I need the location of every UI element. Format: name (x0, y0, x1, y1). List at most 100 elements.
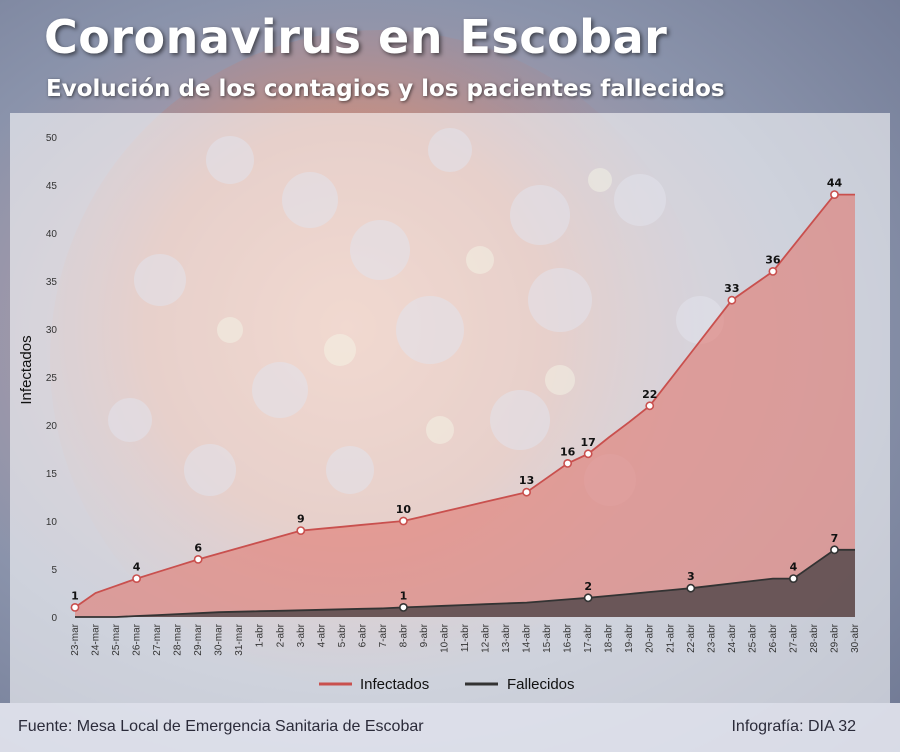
x-tick-24-mar: 24-mar (91, 623, 102, 655)
source-text: Fuente: Mesa Local de Emergencia Sanitar… (18, 718, 424, 735)
x-tick-5-abr: 5-abr (337, 623, 348, 647)
x-tick-26-abr: 26-abr (768, 623, 779, 653)
y-axis-label: Infectados (18, 335, 35, 404)
x-tick-15-abr: 15-abr (542, 623, 553, 653)
point-fallecidos-29-abr (830, 545, 839, 555)
y-tick-0: 0 (51, 613, 57, 624)
point-infectados-20-abr (645, 401, 655, 411)
y-tick-15: 15 (46, 469, 58, 480)
x-tick-13-abr: 13-abr (501, 623, 512, 653)
x-tick-31-mar: 31-mar (234, 623, 245, 655)
x-tick-24-abr: 24-abr (727, 623, 738, 653)
x-tick-26-mar: 26-mar (132, 623, 143, 655)
line-infectados (74, 193, 855, 609)
x-tick-27-abr: 27-abr (788, 623, 799, 653)
data-label-infectados-20-abr: 22 (642, 388, 657, 401)
x-tick-3-abr: 3-abr (296, 623, 307, 647)
legend: Infectados Fallecidos (319, 676, 575, 693)
point-infectados-23-mar (70, 603, 80, 612)
x-tick-22-abr: 22-abr (686, 623, 697, 653)
line-layer (74, 193, 855, 618)
data-label-fallecidos-22-abr: 3 (687, 570, 695, 583)
legend-infected-label: Infectados (360, 676, 429, 693)
x-tick-16-abr: 16-abr (563, 623, 574, 653)
point-fallecidos-22-abr (686, 583, 696, 593)
x-tick-2-abr: 2-abr (275, 623, 286, 647)
data-label-fallecidos-29-abr: 7 (831, 532, 839, 545)
x-tick-23-abr: 23-abr (706, 623, 717, 653)
x-tick-9-abr: 9-abr (419, 623, 430, 647)
footer-bar (0, 703, 900, 752)
x-tick-1-abr: 1-abr (255, 623, 266, 647)
y-tick-25: 25 (46, 373, 58, 384)
x-tick-19-abr: 19-abr (624, 623, 635, 653)
data-label-infectados-26-mar: 4 (133, 561, 141, 574)
y-tick-50: 50 (46, 133, 58, 144)
x-tick-28-abr: 28-abr (809, 623, 820, 653)
data-label-infectados-17-abr: 17 (581, 436, 596, 449)
x-tick-10-abr: 10-abr (439, 623, 450, 653)
x-tick-30-abr: 30-abr (850, 623, 861, 653)
point-infectados-29-abr (830, 190, 839, 199)
x-tick-12-abr: 12-abr (481, 623, 492, 653)
point-fallecidos-8-abr (399, 603, 408, 612)
y-tick-30: 30 (46, 325, 58, 336)
point-fallecidos-27-abr (789, 574, 798, 583)
x-tick-14-abr: 14-abr (522, 623, 533, 653)
x-tick-17-abr: 17-abr (583, 623, 594, 653)
area-infectados (75, 194, 855, 617)
x-tick-11-abr: 11-abr (460, 623, 471, 652)
y-tick-20: 20 (46, 421, 58, 432)
y-tick-10: 10 (46, 517, 58, 528)
y-tick-35: 35 (46, 277, 58, 288)
point-infectados-26-abr (768, 266, 778, 276)
point-infectados-3-abr (296, 526, 306, 535)
x-tick-27-mar: 27-mar (152, 623, 163, 655)
data-label-infectados-29-abr: 44 (827, 177, 843, 190)
y-tick-5: 5 (51, 565, 57, 576)
y-tick-40: 40 (46, 229, 58, 240)
area-fallecidos (75, 549, 855, 617)
point-fallecidos-17-abr (583, 593, 593, 603)
point-infectados-24-abr (727, 295, 737, 305)
point-infectados-16-abr (563, 458, 573, 468)
x-tick-4-abr: 4-abr (316, 623, 327, 647)
point-layer (70, 190, 839, 612)
data-label-infectados-14-abr: 13 (519, 474, 534, 487)
line-fallecidos (75, 548, 855, 618)
point-infectados-26-mar (132, 574, 141, 583)
data-label-infectados-8-abr: 10 (396, 503, 412, 516)
data-label-infectados-26-abr: 36 (765, 253, 781, 266)
area-layer (75, 194, 855, 617)
data-label-infectados-24-abr: 33 (724, 282, 739, 295)
x-tick-29-abr: 29-abr (829, 623, 840, 653)
page-title: Coronavirus en Escobar (44, 10, 668, 64)
x-tick-20-abr: 20-abr (645, 623, 656, 653)
y-axis: 0 5 10 15 20 25 30 35 40 45 50 (46, 133, 58, 624)
data-label-fallecidos-17-abr: 2 (584, 580, 592, 593)
x-tick-28-mar: 28-mar (173, 623, 184, 655)
x-axis: 23-mar 24-mar 25-mar 26-mar 27-mar 28-mar 29-m… (70, 623, 861, 655)
point-infectados-14-abr (522, 487, 531, 497)
x-tick-18-abr: 18-abr (604, 623, 615, 653)
x-tick-7-abr: 7-abr (378, 623, 389, 647)
data-label-infectados-23-mar: 1 (71, 589, 79, 602)
x-tick-8-abr: 8-abr (398, 623, 409, 647)
page-subtitle: Evolución de los contagios y los pacient… (46, 76, 725, 102)
data-label-infectados-3-abr: 9 (297, 513, 305, 526)
x-tick-29-mar: 29-mar (193, 623, 204, 655)
point-infectados-29-mar (193, 555, 203, 564)
legend-deceased-label: Fallecidos (507, 676, 575, 693)
x-tick-25-abr: 25-abr (747, 623, 758, 653)
data-label-fallecidos-27-abr: 4 (790, 561, 798, 574)
point-infectados-17-abr (583, 449, 593, 459)
x-tick-25-mar: 25-mar (111, 623, 122, 655)
x-tick-30-mar: 30-mar (214, 623, 225, 655)
credit-text: Infografía: DIA 32 (731, 718, 856, 735)
y-tick-45: 45 (46, 181, 58, 192)
x-tick-6-abr: 6-abr (357, 623, 368, 647)
data-label-infectados-29-mar: 6 (194, 541, 202, 554)
data-label-fallecidos-8-abr: 1 (400, 589, 408, 602)
data-label-layer: 1 4 6 9 10 13 16 17 22 33 36 44 1 2 3 4 7 (71, 177, 842, 603)
